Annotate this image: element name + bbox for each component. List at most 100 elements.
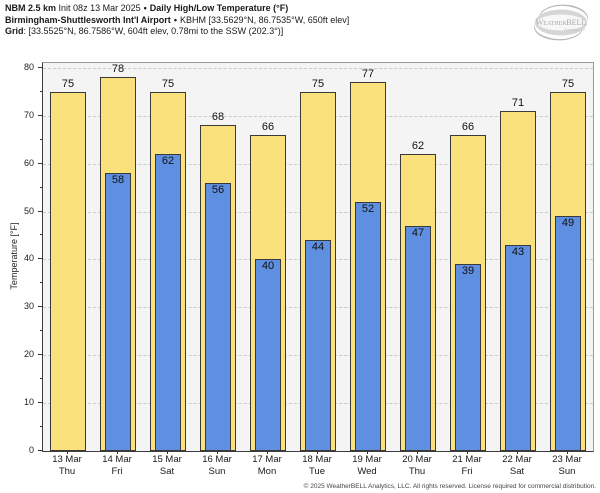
low-bar xyxy=(355,201,381,451)
x-tick-label: 19 Mar Wed xyxy=(342,454,392,477)
low-value-label: 40 xyxy=(261,260,275,273)
x-tick-label: 20 Mar Thu xyxy=(392,454,442,477)
x-tick xyxy=(367,451,368,454)
x-tick xyxy=(67,451,68,454)
low-value-label: 52 xyxy=(361,202,375,215)
y-tick-label: 80 xyxy=(23,61,34,72)
x-label-day: Fri xyxy=(111,465,123,477)
x-label-day: Tue xyxy=(308,465,326,477)
y-tick-label: 20 xyxy=(23,349,34,360)
x-label-day: Sun xyxy=(558,465,576,477)
y-tick-label: 10 xyxy=(23,397,34,408)
separator-dot: • xyxy=(143,3,147,13)
product-name: Daily High/Low Temperature (°F) xyxy=(149,3,289,13)
y-minor-tick xyxy=(39,330,42,332)
x-label-date: 16 Mar xyxy=(202,454,232,465)
high-value-label: 75 xyxy=(561,77,575,90)
x-tick-label: 15 Mar Sat xyxy=(142,454,192,477)
x-label-date: 19 Mar xyxy=(352,454,382,465)
grid-info: : [33.5525°N, 86.7586°W, 604ft elev, 0.7… xyxy=(23,26,284,36)
y-tick-label: 40 xyxy=(23,253,34,264)
logo-text: WEATHERBELL xyxy=(536,18,587,27)
y-major-tick xyxy=(38,354,42,356)
header-line-3: Grid: [33.5525°N, 86.7586°W, 604ft elev,… xyxy=(5,26,349,38)
low-bar xyxy=(405,225,431,451)
logo-tagline: Analytics LLC xyxy=(564,28,586,32)
weatherbell-logo-icon: WEATHERBELL Analytics LLC xyxy=(533,4,589,41)
high-value-label: 78 xyxy=(111,63,125,76)
y-minor-tick xyxy=(39,138,42,140)
high-value-label: 71 xyxy=(511,96,525,109)
y-minor-tick xyxy=(39,426,42,427)
x-tick xyxy=(517,451,518,454)
y-tick-label: 70 xyxy=(23,109,34,120)
y-minor-tick xyxy=(39,378,42,380)
x-label-date: 23 Mar xyxy=(552,454,582,465)
separator-dot-2: • xyxy=(173,14,177,25)
station-name: Birmingham-Shuttlesworth Int'l Airport xyxy=(5,14,171,25)
y-major-tick xyxy=(38,66,42,68)
y-tick-label: 0 xyxy=(28,445,34,455)
x-tick xyxy=(317,451,318,454)
low-bar xyxy=(505,245,531,451)
x-label-date: 20 Mar xyxy=(402,454,432,465)
y-major-tick xyxy=(38,258,42,260)
low-value-label: 47 xyxy=(411,226,425,239)
low-bar xyxy=(155,154,181,451)
x-label-date: 18 Mar xyxy=(302,454,332,465)
header-line-2: Birmingham-Shuttlesworth Int'l Airport • K… xyxy=(5,15,349,27)
high-value-label: 77 xyxy=(361,68,375,81)
high-value-label: 68 xyxy=(211,111,225,124)
y-minor-tick xyxy=(39,90,42,92)
y-major-tick xyxy=(38,210,42,212)
x-tick-label: 22 Mar Sat xyxy=(492,454,542,477)
low-bar xyxy=(105,173,131,451)
low-value-label: 56 xyxy=(211,183,225,196)
x-label-day: Fri xyxy=(461,465,473,477)
x-label-day: Mon xyxy=(257,465,277,477)
x-tick-label: 23 Mar Sun xyxy=(542,454,592,477)
x-tick xyxy=(467,451,468,454)
x-label-day: Sat xyxy=(159,465,175,477)
x-label-day: Sun xyxy=(208,465,226,477)
low-bar xyxy=(255,259,281,451)
y-major-tick xyxy=(38,114,42,116)
low-value-label: 44 xyxy=(311,241,325,254)
low-bar xyxy=(205,182,231,451)
x-tick-label: 16 Mar Sun xyxy=(192,454,242,477)
model-name: NBM 2.5 km xyxy=(5,3,57,13)
low-value-label: 62 xyxy=(161,155,175,167)
y-minor-tick xyxy=(39,282,42,284)
high-value-label: 62 xyxy=(411,140,425,152)
y-major-tick xyxy=(38,450,42,451)
header-line-1: NBM 2.5 km Init 08z 13 Mar 2025 • Daily Hi… xyxy=(5,3,349,15)
high-bar xyxy=(50,91,86,451)
y-minor-tick xyxy=(39,186,42,188)
x-tick-label: 14 Mar Fri xyxy=(92,454,142,477)
low-value-label: 58 xyxy=(111,174,125,187)
x-label-date: 15 Mar xyxy=(152,454,182,465)
grid-label: Grid xyxy=(5,26,24,36)
chart-header: NBM 2.5 km Init 08z 13 Mar 2025 • Daily Hi… xyxy=(5,3,349,38)
x-tick-label: 13 Mar Thu xyxy=(42,454,92,477)
x-label-date: 22 Mar xyxy=(502,454,532,465)
x-tick xyxy=(167,451,168,454)
y-major-tick xyxy=(38,402,42,404)
init-time: Init 08z 13 Mar 2025 xyxy=(58,3,141,13)
x-tick xyxy=(417,451,418,454)
low-value-label: 43 xyxy=(511,246,525,258)
copyright-text: © 2025 WeatherBELL Analytics, LLC. All r… xyxy=(303,483,596,490)
x-tick xyxy=(217,451,218,454)
low-bar xyxy=(555,216,581,451)
y-tick-label: 30 xyxy=(23,301,34,312)
x-tick-label: 17 Mar Mon xyxy=(242,454,292,477)
x-label-date: 21 Mar xyxy=(452,454,482,465)
station-info: KBHM [33.5629°N, 86.7535°W, 650ft elev] xyxy=(179,14,350,25)
low-value-label: 39 xyxy=(461,265,475,278)
x-tick-label: 21 Mar Fri xyxy=(442,454,492,477)
x-label-day: Thu xyxy=(408,465,426,477)
x-tick xyxy=(567,451,568,454)
y-tick-label: 50 xyxy=(23,205,34,216)
y-tick-label: 60 xyxy=(23,157,34,168)
